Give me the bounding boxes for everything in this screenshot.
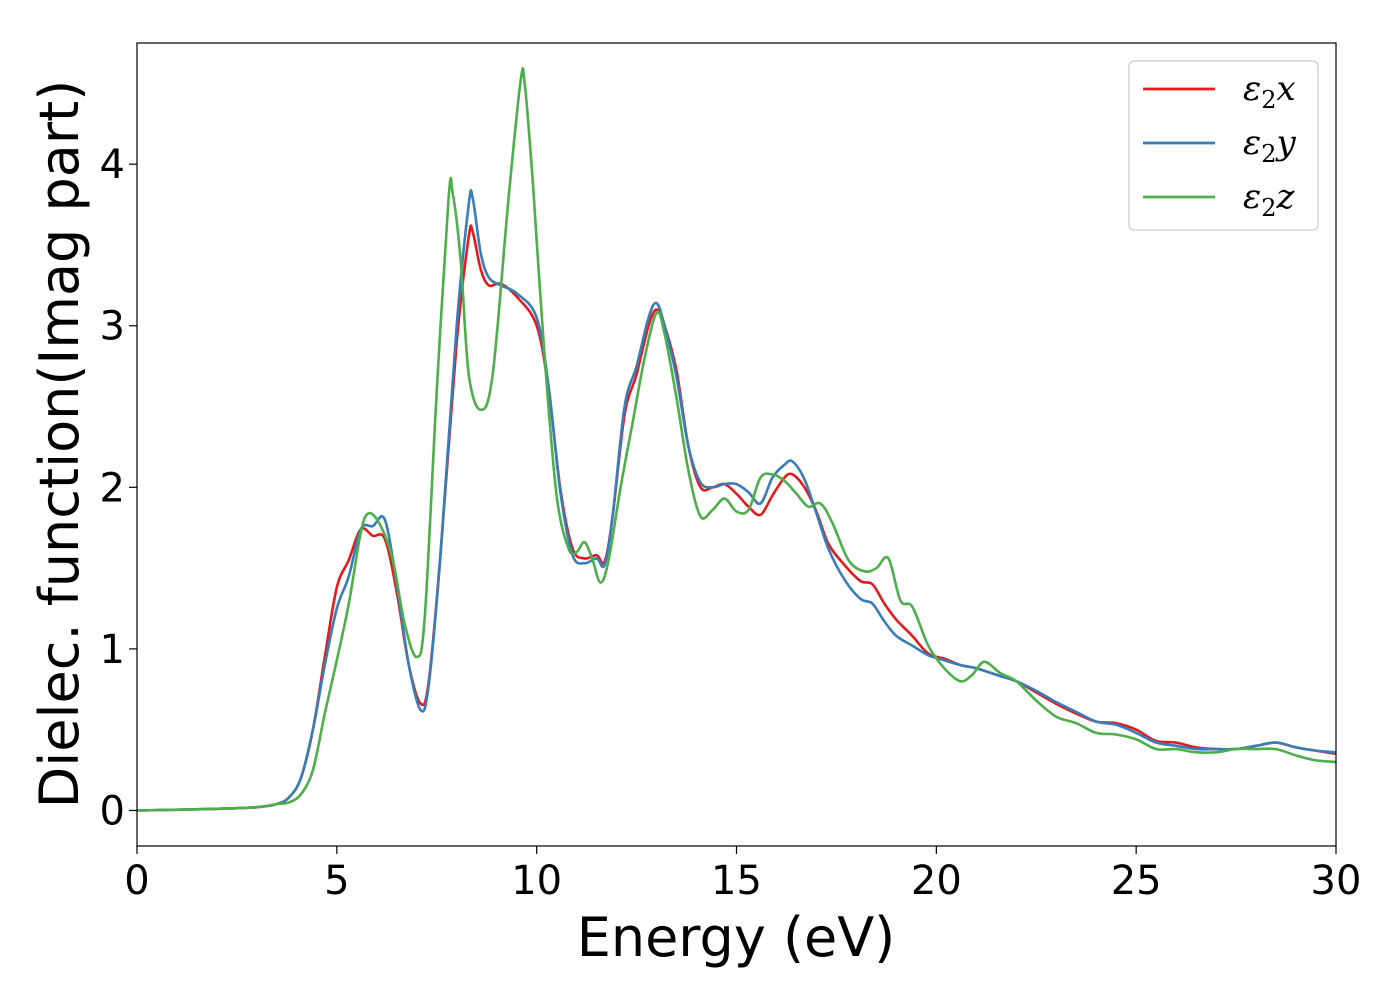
y-tick-label: 4 bbox=[100, 142, 125, 188]
x-tick-label: 0 bbox=[124, 858, 149, 904]
x-tick-label: 15 bbox=[711, 858, 762, 904]
x-axis: 0 5 10 15 20 25 30 bbox=[124, 846, 1361, 904]
y-axis: 0 1 2 3 4 bbox=[100, 142, 137, 834]
y-tick-label: 0 bbox=[100, 788, 125, 834]
x-tick-label: 10 bbox=[511, 858, 562, 904]
y-axis-title: Dielec. function(Imag part) bbox=[28, 80, 91, 809]
y-tick-label: 1 bbox=[100, 627, 125, 673]
series-layer bbox=[136, 67, 1337, 812]
legend-frame bbox=[1128, 60, 1319, 231]
legend-label-x: ε2x bbox=[1243, 69, 1296, 114]
x-tick-label: 25 bbox=[1111, 858, 1162, 904]
x-tick-label: 5 bbox=[324, 858, 349, 904]
x-axis-title: Energy (eV) bbox=[577, 906, 896, 969]
y-tick-label: 2 bbox=[100, 465, 125, 511]
x-tick-label: 20 bbox=[911, 858, 962, 904]
legend-label-z: ε2z bbox=[1243, 177, 1296, 222]
legend-label-y: ε2y bbox=[1243, 123, 1297, 168]
x-tick-label: 30 bbox=[1311, 858, 1362, 904]
legend: ε2x ε2y ε2z bbox=[1128, 60, 1319, 231]
series-line-z bbox=[136, 67, 1337, 812]
y-tick-label: 3 bbox=[100, 304, 125, 350]
